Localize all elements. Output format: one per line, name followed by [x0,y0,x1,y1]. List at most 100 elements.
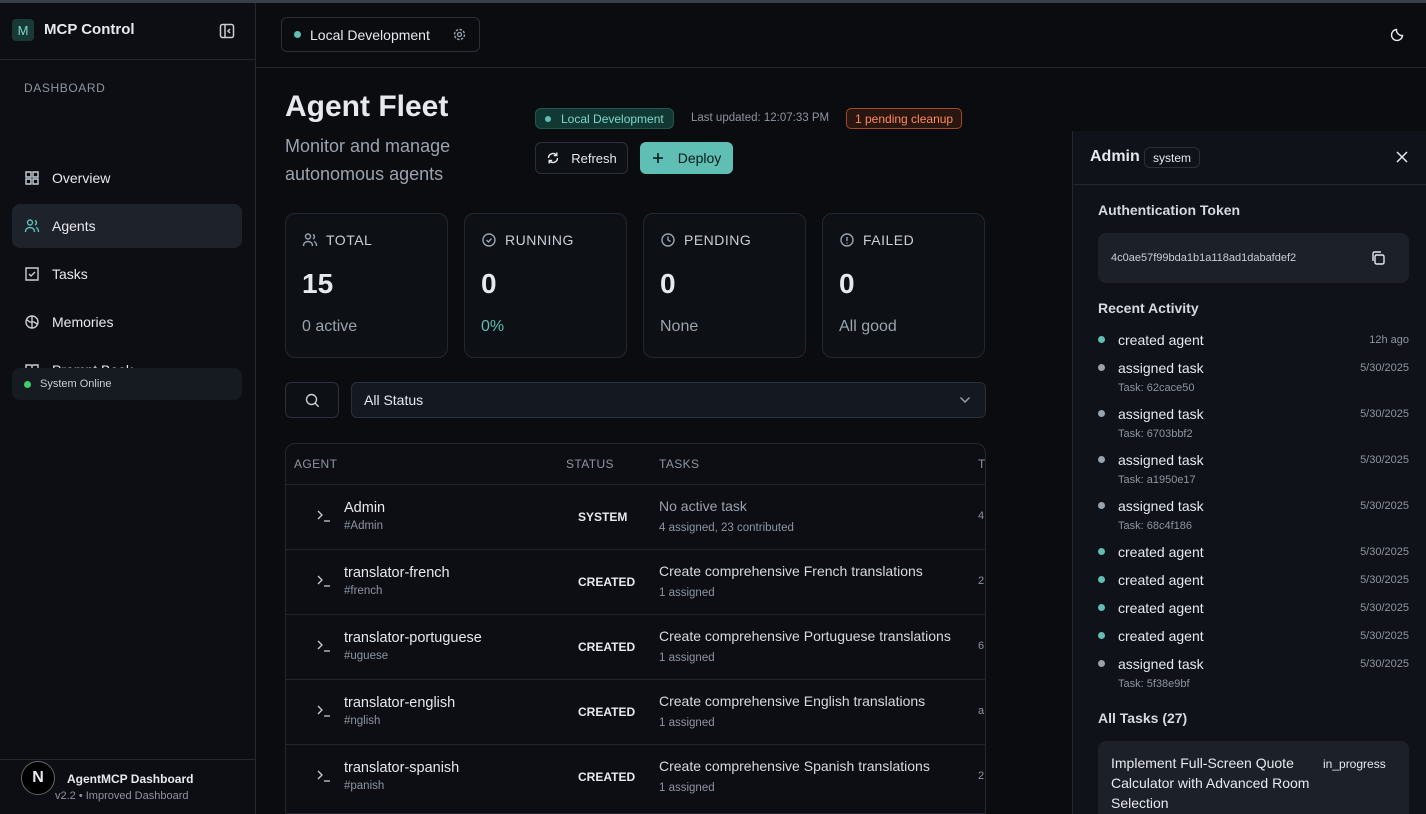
refresh-label: Refresh [571,150,617,166]
agent-task: No active task [659,498,747,514]
activity: assigned task 5/30/2025 Task: 5f38e9bf [1098,656,1409,702]
activity: assigned task 5/30/2025 Task: 68c4f186 [1098,498,1409,544]
activity-action: assigned task [1118,406,1204,422]
nav-item[interactable]: Memories [12,300,242,344]
activity-dot [1098,410,1105,417]
agent-status: CREATED [578,705,636,719]
activity: created agent 5/30/2025 [1098,544,1409,572]
activity-dot [1098,576,1105,583]
activity-title: Recent Activity [1098,300,1199,316]
footer-logo: N [21,761,55,795]
deploy-label: Deploy [677,150,722,166]
stat-value: 0 [481,268,497,299]
column-header: AGENT [294,457,338,471]
close-button[interactable] [1396,151,1408,163]
deploy-button[interactable]: Deploy [640,142,733,174]
activity-dot [1098,660,1105,667]
agent-id: #panish [344,780,385,792]
activity-time: 5/30/2025 [1360,630,1409,642]
stat-sub: All good [839,318,897,335]
stat-sub: 0% [481,318,505,335]
activity-action: created agent [1118,572,1204,588]
token-label: Authentication Token [1098,202,1241,218]
stat-label: FAILED [863,232,915,248]
agent-status: CREATED [578,770,636,784]
activity-action: assigned task [1118,656,1204,672]
top-border [0,0,1426,3]
agent-task-meta: 1 assigned [659,782,715,794]
panel-badge: system [1144,147,1201,168]
activity-dot [1098,336,1105,343]
agent-row[interactable]: Admin #Admin SYSTEM No active task 4 ass… [286,484,985,549]
agent-extra: 4 [978,510,985,522]
stat-label: TOTAL [326,232,373,248]
task-card[interactable]: Implement Full-Screen Quote Calculator w… [1098,741,1409,814]
activity-detail: Task: 68c4f186 [1118,520,1192,532]
env-badge-text: Local Development [561,111,664,126]
pending-badge[interactable]: 1 pending cleanup [846,108,963,129]
activity-dot [1098,364,1105,371]
activity-action: assigned task [1118,360,1204,376]
environment-selector[interactable]: Local Development [281,17,480,52]
activity: created agent 12h ago [1098,332,1409,360]
activity-detail: Task: 5f38e9bf [1118,678,1190,690]
stat-sub: 0 active [302,318,358,335]
copy-button[interactable] [1370,250,1386,266]
column-header: T [978,457,986,471]
agent-status: SYSTEM [578,510,628,524]
stat-value: 0 [660,268,676,299]
stat-label: PENDING [684,232,752,248]
theme-toggle[interactable] [1390,26,1406,42]
agent-status: CREATED [578,640,636,654]
agent-row[interactable]: translator-portuguese #uguese CREATED Cr… [286,614,985,679]
nav-item[interactable]: Tasks [12,252,242,296]
status-filter[interactable]: All Status [351,382,986,418]
agent-id: #french [344,585,383,597]
environment: Local Development [310,26,430,43]
activity-detail: Task: 6703bbf2 [1118,428,1193,440]
agent-row[interactable]: translator-english #nglish CREATED Creat… [286,679,985,744]
task-title: Implement Full-Screen Quote Calculator w… [1111,755,1310,811]
search-button[interactable] [285,382,339,418]
agent-task: Create comprehensive Portuguese translat… [659,628,951,644]
refresh-button[interactable]: Refresh [535,142,628,174]
agent-extra: a [978,705,985,717]
agent-extra: 2 [978,575,985,587]
agent-name: translator-english [344,695,456,711]
agent-extra: 2 [978,770,985,782]
agent-row[interactable]: translator-spanish #panish CREATED Creat… [286,744,985,809]
activity-time: 5/30/2025 [1360,574,1409,586]
column-header: TASKS [659,457,700,471]
agent-task-meta: 4 assigned, 23 contributed [659,522,794,534]
agent-id: #uguese [344,650,389,662]
last-updated: Last updated: 12:07:33 PM [691,112,830,124]
agent-extra: 6 [978,640,985,652]
agent-name: translator-portuguese [344,630,482,646]
activity-dot [1098,456,1105,463]
status-text: System Online [40,378,112,390]
agent-task-meta: 1 assigned [659,587,715,599]
activity-action: created agent [1118,600,1204,616]
activity-dot [1098,502,1105,509]
footer-title: AgentMCP Dashboard [67,772,194,786]
activity-time: 12h ago [1369,334,1409,346]
brand-logo: M [12,19,34,41]
stat-value: 0 [839,268,855,299]
agent-row[interactable]: translator-french #french CREATED Create… [286,549,985,614]
collapse-button[interactable] [219,23,235,39]
agent-name: translator-french [344,565,450,581]
nav-item[interactable]: Overview [12,156,242,200]
activity-detail: Task: a1950e17 [1118,474,1196,486]
stat-card: TOTAL 15 0 active [285,213,448,358]
activity-time: 5/30/2025 [1360,362,1409,374]
activity: created agent 5/30/2025 [1098,600,1409,628]
activity-action: assigned task [1118,452,1204,468]
nav-item[interactable]: Agents [12,204,242,248]
nav-label: Agents [52,218,96,234]
agent-status: CREATED [578,575,636,589]
page-title: Agent Fleet [285,90,449,123]
activity-action: created agent [1118,332,1204,348]
brand: MCP Control [44,21,135,38]
activity-time: 5/30/2025 [1360,546,1409,558]
